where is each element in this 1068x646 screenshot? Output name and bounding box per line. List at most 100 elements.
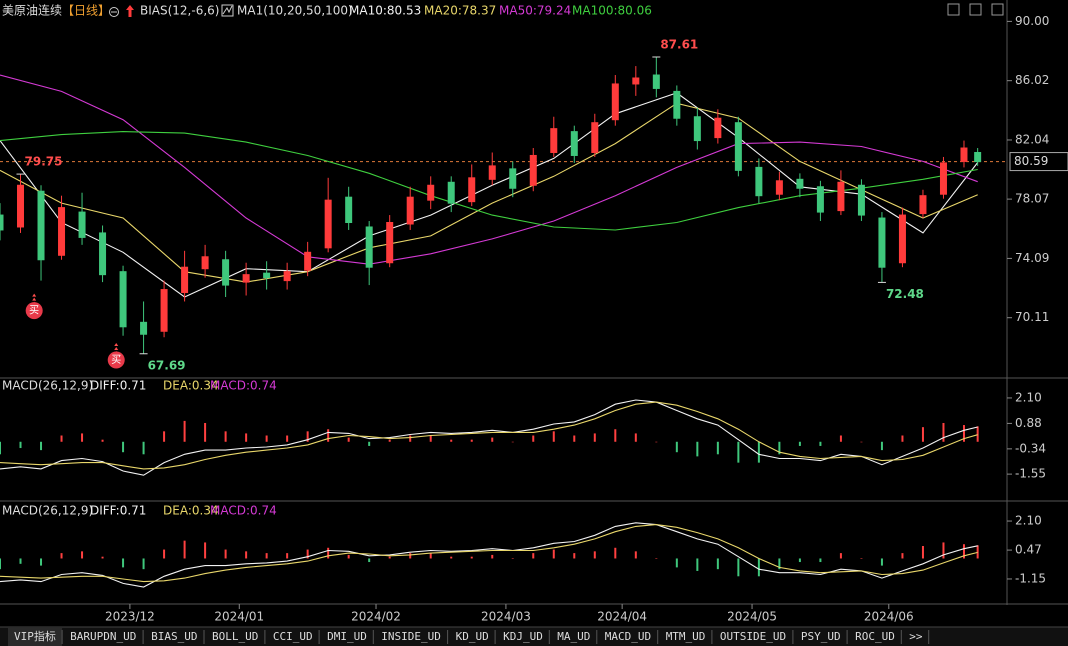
tab[interactable]: KDJ_UD bbox=[503, 630, 543, 643]
tab[interactable]: CCI_UD bbox=[273, 630, 313, 643]
signal-arrow bbox=[32, 293, 37, 297]
macd-bar bbox=[655, 441, 658, 443]
candle-body bbox=[693, 116, 701, 142]
tab[interactable]: PSY_UD bbox=[801, 630, 841, 643]
y-tick-label: 86.02 bbox=[1015, 73, 1049, 87]
macd-bar bbox=[101, 439, 104, 442]
symbol: 美原油连续 bbox=[2, 3, 62, 18]
macd-bar bbox=[40, 558, 43, 566]
macd-bar bbox=[0, 558, 1, 570]
y-tick-label: 78.07 bbox=[1015, 192, 1049, 206]
legend-entry: DEA:0.34 bbox=[163, 504, 219, 518]
macd-bar bbox=[368, 441, 371, 446]
macd-bar bbox=[470, 556, 473, 559]
indicator-name: BIAS(12,-6,6) bbox=[140, 4, 219, 18]
tab[interactable]: MTM_UD bbox=[666, 630, 706, 643]
candle-body bbox=[386, 222, 394, 264]
macd-bar bbox=[327, 547, 330, 559]
tab[interactable]: MACD_UD bbox=[605, 630, 651, 643]
tab[interactable]: OUTSIDE_UD bbox=[720, 630, 786, 643]
macd-bar bbox=[0, 441, 1, 455]
candle-body bbox=[734, 122, 742, 171]
tab[interactable]: BIAS_UD bbox=[151, 630, 197, 643]
y-tick-label: 0.88 bbox=[1015, 416, 1042, 430]
annotation-label: 79.75 bbox=[25, 155, 63, 169]
macd-bar bbox=[388, 439, 391, 442]
x-tick-label: 2024/03 bbox=[481, 610, 531, 624]
macd-bar bbox=[19, 558, 22, 564]
tab[interactable]: BARUPDN_UD bbox=[70, 630, 136, 643]
period[interactable]: 【日线】 bbox=[62, 4, 110, 18]
macd-bar bbox=[976, 545, 979, 559]
tab[interactable]: KD_UD bbox=[456, 630, 489, 643]
macd-bar bbox=[942, 422, 945, 442]
macd-line bbox=[0, 401, 978, 470]
macd-bar bbox=[675, 441, 678, 453]
macd-bar bbox=[634, 551, 637, 559]
macd-bar bbox=[901, 553, 904, 559]
macd-bar bbox=[839, 553, 842, 559]
legend-entry: DIFF:0.71 bbox=[90, 504, 146, 518]
zoom-icon[interactable] bbox=[109, 7, 119, 17]
legend-entry: MACD:0.74 bbox=[210, 504, 277, 518]
candle-body bbox=[365, 226, 373, 268]
candle-body bbox=[37, 190, 45, 261]
legend-entry: DEA:0.34 bbox=[163, 379, 219, 393]
tab[interactable]: DMI_UD bbox=[327, 630, 367, 643]
macd-line bbox=[0, 399, 978, 476]
candle-body bbox=[324, 199, 332, 249]
candle-body bbox=[99, 232, 107, 276]
tab[interactable]: BOLL_UD bbox=[212, 630, 258, 643]
macd-bar bbox=[327, 429, 330, 442]
candle-body bbox=[837, 181, 845, 212]
macd-bar bbox=[962, 425, 965, 442]
macd-bar bbox=[921, 427, 924, 442]
tab[interactable]: INSIDE_UD bbox=[381, 630, 441, 643]
macd-bar bbox=[552, 431, 555, 442]
macd-bar bbox=[737, 441, 740, 463]
macd-bar bbox=[306, 549, 309, 559]
macd-bar bbox=[409, 435, 412, 442]
candle-body bbox=[611, 83, 619, 121]
macd-bar bbox=[81, 551, 84, 559]
candle-body bbox=[488, 165, 496, 180]
macd-bar bbox=[204, 542, 207, 559]
tab-bar bbox=[0, 627, 1068, 646]
tab[interactable]: >> bbox=[909, 630, 923, 643]
macd-bar bbox=[122, 558, 125, 568]
candle-body bbox=[652, 74, 660, 89]
candle-body bbox=[775, 180, 783, 195]
macd-bar bbox=[593, 551, 596, 559]
x-tick-label: 2024/05 bbox=[727, 610, 777, 624]
y-tick-label: -1.15 bbox=[1015, 571, 1046, 585]
candle-body bbox=[550, 128, 558, 153]
macd-bar bbox=[778, 441, 781, 455]
macd-bar bbox=[429, 553, 432, 559]
y-tick-label: -0.34 bbox=[1015, 441, 1046, 455]
icon-button[interactable] bbox=[969, 3, 982, 16]
candle-body bbox=[201, 256, 209, 270]
icon-button[interactable] bbox=[947, 3, 960, 16]
x-tick-label: 2023/12 bbox=[105, 610, 155, 624]
macd-bar bbox=[347, 437, 350, 442]
macd-bar bbox=[19, 441, 22, 449]
macd-bar bbox=[306, 431, 309, 442]
candle-body bbox=[160, 289, 168, 332]
tab[interactable]: MA_UD bbox=[557, 630, 590, 643]
indicator-icon[interactable] bbox=[126, 5, 134, 17]
macd-bar bbox=[245, 433, 248, 442]
icon-button[interactable] bbox=[991, 3, 1004, 16]
ma-icon[interactable] bbox=[221, 4, 234, 17]
candle-body bbox=[119, 271, 127, 328]
candle-body bbox=[58, 207, 66, 256]
tab[interactable]: ROC_UD bbox=[855, 630, 895, 643]
annotation-label: 72.48 bbox=[886, 287, 924, 301]
candle-body bbox=[17, 184, 25, 228]
macd-bar bbox=[224, 549, 227, 559]
macd-bar bbox=[655, 558, 658, 559]
legend-entry: MA50:79.24 bbox=[499, 4, 571, 18]
tab[interactable]: VIP指标 bbox=[14, 629, 56, 643]
x-tick-label: 2024/01 bbox=[214, 610, 264, 624]
y-tick-label: 74.09 bbox=[1015, 251, 1049, 265]
